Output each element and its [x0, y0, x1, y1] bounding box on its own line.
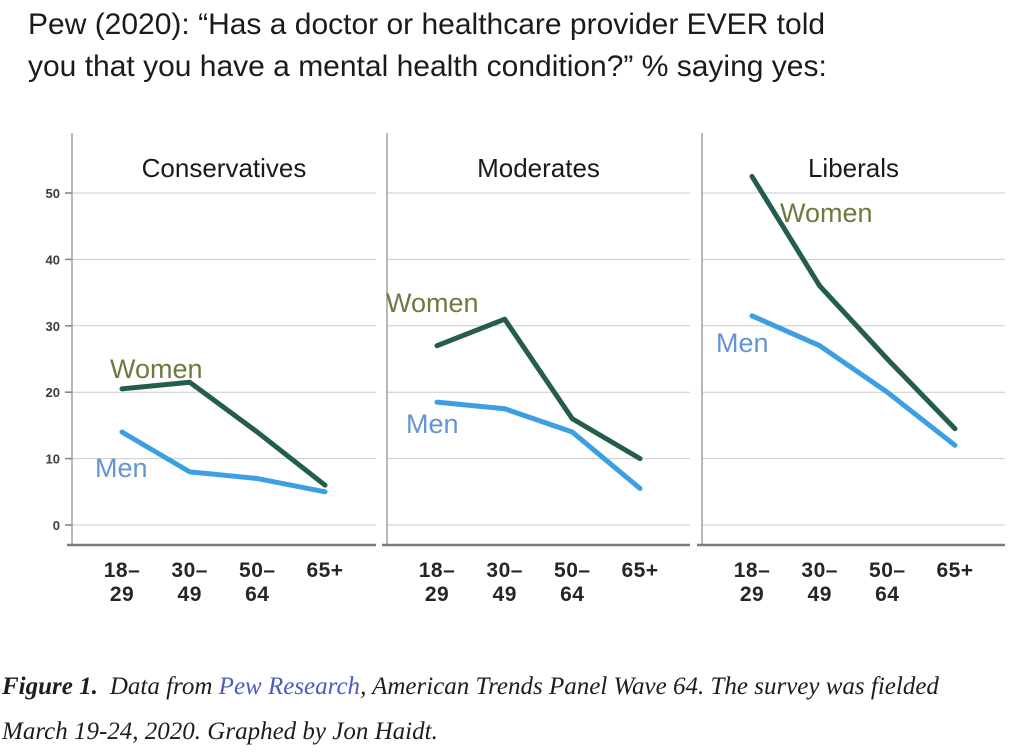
men-line-conservatives [119, 429, 328, 495]
men-series-label: Men [716, 328, 769, 358]
chart-title-line1: Pew (2020): “Has a doctor or healthcare … [28, 8, 826, 41]
caption-text-before-link: Data from [109, 673, 219, 700]
caption-line2: March 19-24, 2020. Graphed by Jon Haidt. [2, 718, 438, 745]
x-axis-label: 18– [419, 559, 456, 582]
x-axis-label: 49 [178, 583, 202, 606]
y-axis-tick-label: 50 [46, 186, 60, 201]
x-axis-label: 18– [104, 559, 141, 582]
figure-label: Figure 1. [2, 673, 98, 700]
y-axis-tick-label: 30 [46, 319, 60, 334]
men-line-liberals [749, 313, 958, 448]
panel-title-liberals: Liberals [808, 153, 899, 183]
y-axis-tick-label: 10 [46, 452, 60, 467]
women-line-moderates [434, 316, 643, 462]
x-axis-label: 64 [560, 583, 584, 606]
caption-text-after-link: , American Trends Panel Wave 64. The sur… [360, 673, 939, 700]
x-axis-label: 65+ [306, 559, 343, 582]
x-axis-label: 64 [245, 583, 269, 606]
x-axis-label: 65+ [621, 559, 658, 582]
women-line-liberals [749, 173, 958, 432]
x-axis-label: 64 [875, 583, 899, 606]
women-series-label: Women [386, 288, 479, 318]
men-series-label: Men [95, 453, 148, 483]
x-axis-label: 30– [801, 559, 838, 582]
x-axis-label: 30– [486, 559, 523, 582]
x-axis-label: 65+ [936, 559, 973, 582]
line-chart: 01020304050Conservatives18–2930–4950–646… [46, 133, 1005, 606]
x-axis-label: 29 [425, 583, 449, 606]
panel-title-moderates: Moderates [477, 153, 600, 183]
women-series-label: Women [110, 354, 203, 384]
x-axis-label: 29 [740, 583, 764, 606]
x-axis-label: 49 [493, 583, 517, 606]
figure-caption: Figure 1. Data from Pew Research, America… [2, 664, 1022, 754]
x-axis-label: 18– [734, 559, 771, 582]
chart-title: Pew (2020): “Has a doctor or healthcare … [28, 4, 1018, 88]
x-axis-label: 50– [554, 559, 591, 582]
y-axis-tick-label: 40 [46, 252, 60, 267]
pew-research-link[interactable]: Pew Research [218, 673, 361, 700]
x-axis-label: 50– [869, 559, 906, 582]
panel-title-conservatives: Conservatives [142, 153, 307, 183]
x-axis-label: 30– [171, 559, 208, 582]
men-series-label: Men [406, 409, 459, 439]
women-series-label: Women [780, 198, 873, 228]
chart-title-line2: you that you have a mental health condit… [28, 50, 827, 83]
women-line-conservatives [119, 379, 328, 488]
x-axis-label: 29 [110, 583, 134, 606]
y-axis-tick-label: 20 [46, 385, 60, 400]
y-axis-tick-label: 0 [53, 518, 60, 533]
x-axis-label: 49 [808, 583, 832, 606]
men-line-moderates [434, 399, 643, 491]
x-axis-label: 50– [239, 559, 276, 582]
